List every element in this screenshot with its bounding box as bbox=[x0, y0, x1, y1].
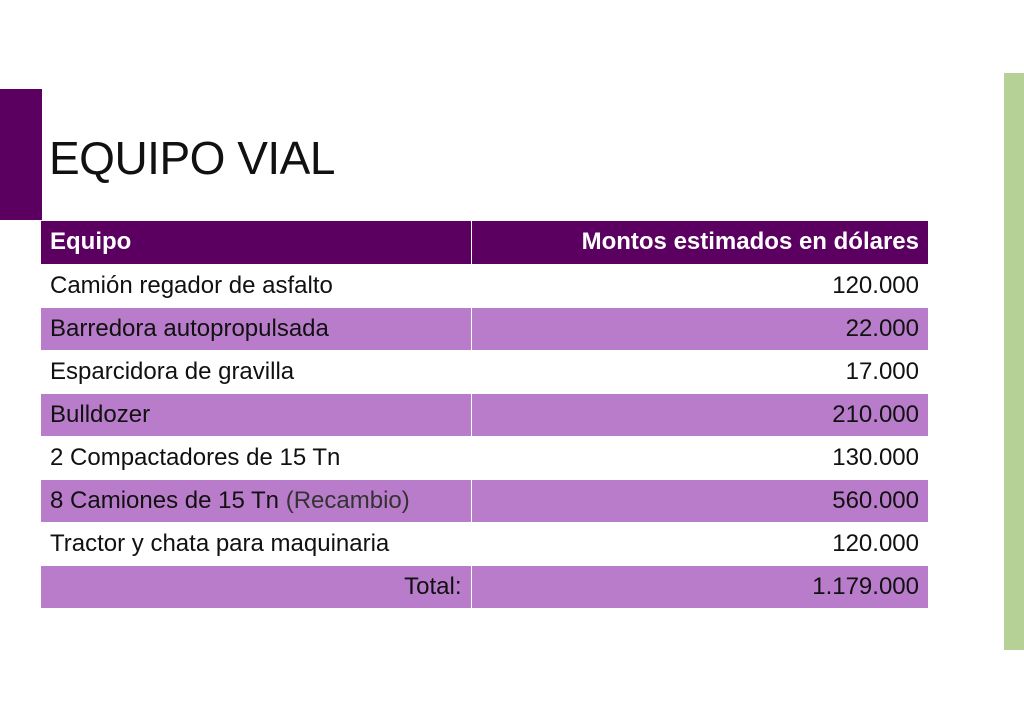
table-row: Camión regador de asfalto 120.000 bbox=[41, 264, 928, 308]
amount-cell: 560.000 bbox=[471, 479, 928, 523]
table-row: 2 Compactadores de 15 Tn 130.000 bbox=[41, 436, 928, 480]
total-row: Total: 1.179.000 bbox=[41, 565, 928, 609]
table-row: Tractor y chata para maquinaria 120.000 bbox=[41, 522, 928, 566]
right-accent-bar bbox=[1004, 73, 1024, 650]
equipment-note: (Recambio) bbox=[285, 486, 410, 514]
table-row: Esparcidora de gravilla 17.000 bbox=[41, 350, 928, 394]
amount-cell: 120.000 bbox=[471, 522, 928, 566]
amount-column-header: Montos estimados en dólares bbox=[471, 221, 928, 265]
table-row: Bulldozer 210.000 bbox=[41, 393, 928, 437]
amount-cell: 130.000 bbox=[471, 436, 928, 480]
equipment-cell: 8 Camiones de 15 Tn (Recambio) bbox=[41, 479, 472, 523]
amount-cell: 120.000 bbox=[471, 264, 928, 308]
equipment-cost-table: Equipo Montos estimados en dólares Camió… bbox=[41, 221, 928, 609]
amount-cell: 210.000 bbox=[471, 393, 928, 437]
equipment-cell: Barredora autopropulsada bbox=[41, 307, 472, 351]
equipment-cell: Esparcidora de gravilla bbox=[41, 350, 472, 394]
total-label: Total: bbox=[41, 565, 472, 609]
equipment-cell: Tractor y chata para maquinaria bbox=[41, 522, 472, 566]
table-row: 8 Camiones de 15 Tn (Recambio) 560.000 bbox=[41, 479, 928, 523]
amount-cell: 17.000 bbox=[471, 350, 928, 394]
equipment-column-header: Equipo bbox=[41, 221, 472, 265]
left-accent-bar bbox=[0, 89, 42, 220]
table-row: Barredora autopropulsada 22.000 bbox=[41, 307, 928, 351]
equipment-cell: Camión regador de asfalto bbox=[41, 264, 472, 308]
total-amount: 1.179.000 bbox=[471, 565, 928, 609]
amount-cell: 22.000 bbox=[471, 307, 928, 351]
table-header-row: Equipo Montos estimados en dólares bbox=[41, 221, 928, 265]
slide-title: EQUIPO VIAL bbox=[49, 132, 335, 184]
equipment-cell: 2 Compactadores de 15 Tn bbox=[41, 436, 472, 480]
equipment-name: 8 Camiones de 15 Tn bbox=[50, 486, 280, 514]
equipment-cell: Bulldozer bbox=[41, 393, 472, 437]
